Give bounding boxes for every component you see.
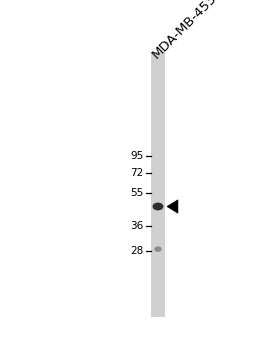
Text: 72: 72 xyxy=(130,168,143,178)
Bar xyxy=(151,52,165,317)
Text: 95: 95 xyxy=(130,151,143,161)
Text: 28: 28 xyxy=(130,246,143,256)
Polygon shape xyxy=(167,200,178,213)
Ellipse shape xyxy=(154,247,162,252)
Ellipse shape xyxy=(153,203,163,210)
Text: MDA-MB-453: MDA-MB-453 xyxy=(150,0,220,61)
Text: 55: 55 xyxy=(130,188,143,198)
Text: 36: 36 xyxy=(130,221,143,231)
